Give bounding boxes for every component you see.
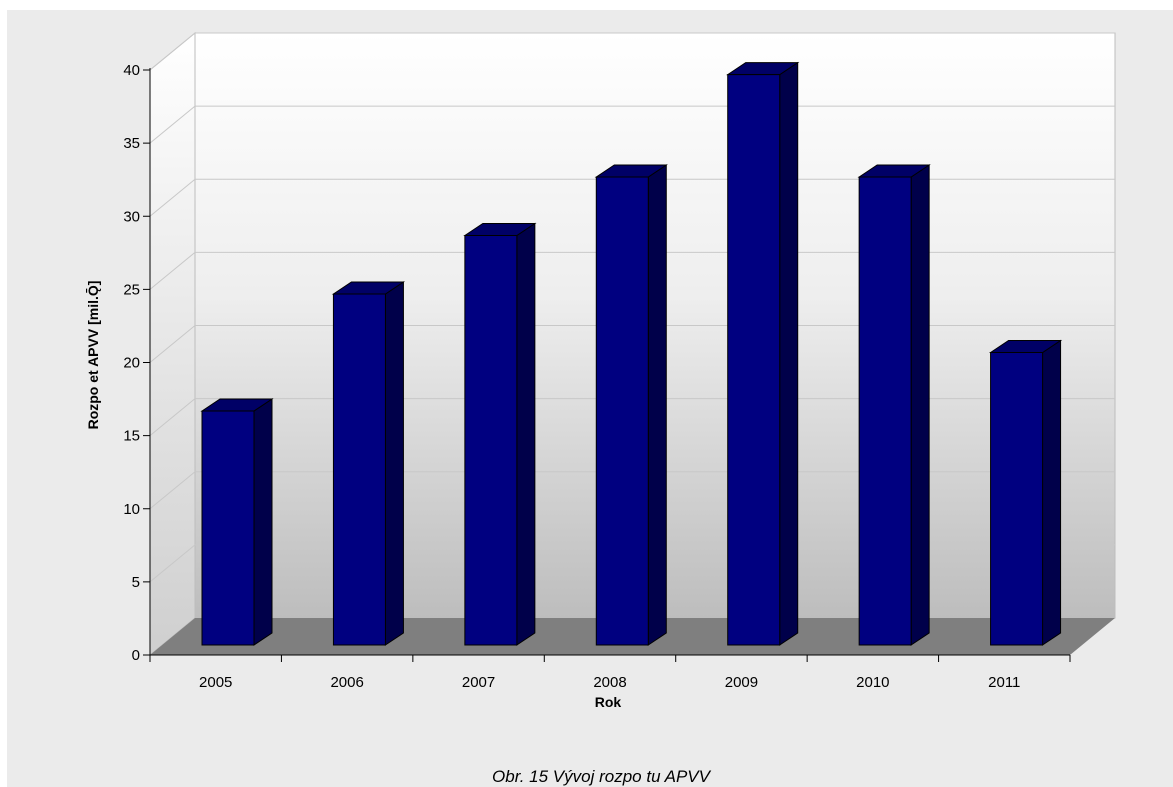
- x-tick-label: 2011: [988, 674, 1020, 691]
- bar-front: [332, 293, 386, 646]
- bar: [726, 61, 800, 646]
- bar: [331, 281, 406, 646]
- figure-caption: Obr. 15 Vývoj rozpo tu APVV: [492, 767, 712, 786]
- x-tick-label: 2009: [725, 674, 758, 691]
- y-tick-label: 25: [123, 281, 140, 298]
- tick-labels: 0 5 10 15 20 25 30 35 40 2005 2006 2007 2008 2009 2010…: [123, 62, 1020, 691]
- bar-side: [253, 398, 273, 646]
- bar-front: [858, 176, 912, 646]
- bar: [200, 398, 274, 646]
- y-tick-label: 30: [123, 208, 140, 225]
- bar-front: [990, 352, 1044, 646]
- bar: [594, 164, 668, 646]
- y-tick-label: 20: [123, 355, 140, 372]
- y-tick-label: 40: [123, 62, 140, 79]
- bar-front: [201, 410, 255, 646]
- y-tick-label: 5: [132, 574, 140, 591]
- y-tick-label: 10: [123, 501, 140, 518]
- y-tick-label: 15: [123, 428, 140, 445]
- bar-side: [910, 164, 930, 646]
- bar-front: [464, 235, 518, 646]
- y-tick-label: 0: [132, 647, 140, 664]
- bar-front: [727, 74, 781, 646]
- bar-side: [516, 222, 536, 646]
- gridline-diagonal: [149, 32, 196, 71]
- gridline-diagonal: [149, 251, 196, 290]
- gridline-diagonal: [149, 178, 196, 217]
- gridline-diagonal: [149, 398, 196, 437]
- x-tick-label: 2008: [593, 674, 626, 691]
- bar: [857, 164, 931, 646]
- y-tick-label: 35: [123, 135, 140, 152]
- axes: [143, 68, 1071, 662]
- bar-side: [384, 281, 404, 646]
- bar-side: [1042, 339, 1062, 646]
- bar-side: [647, 164, 667, 646]
- gridline-diagonal: [149, 325, 196, 363]
- bars: [200, 61, 1063, 646]
- y-axis-title: Rozpo et APVV [mil.Ǭ]: [84, 281, 101, 430]
- bar-side: [779, 61, 799, 646]
- bar-front: [595, 176, 649, 646]
- gridline-diagonal: [149, 105, 196, 144]
- x-tick-label: 2006: [330, 674, 363, 691]
- x-tick-label: 2007: [462, 674, 495, 691]
- x-tick-label: 2005: [199, 674, 232, 691]
- gridline-diagonal: [149, 471, 196, 510]
- gridline-diagonal: [149, 544, 196, 583]
- x-tick-label: 2010: [856, 674, 889, 691]
- bar: [463, 222, 537, 646]
- x-axis-title: Rok: [595, 694, 622, 710]
- bar: [988, 339, 1063, 646]
